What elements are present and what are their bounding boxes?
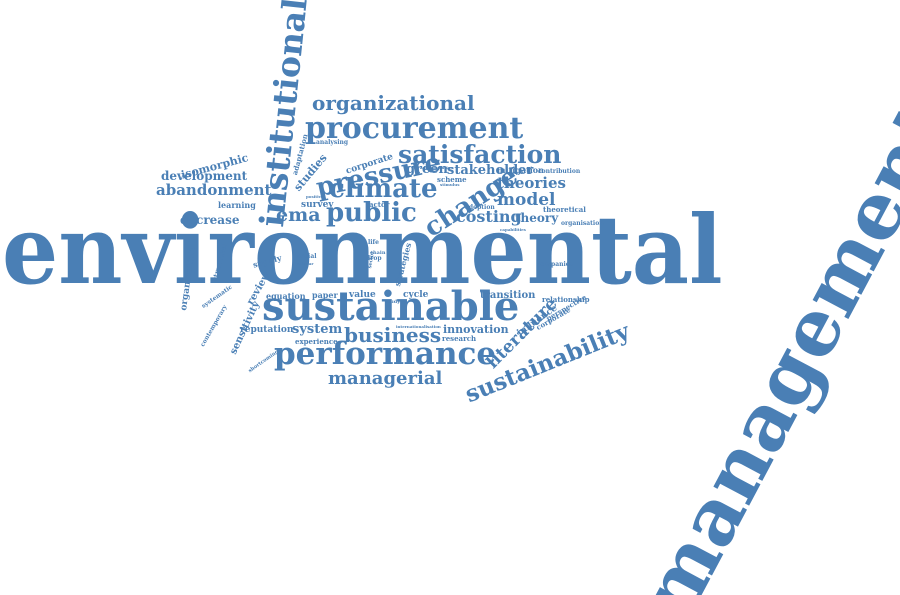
word-green: stakeholder — [447, 163, 534, 178]
word-internationalisation: internationalisation — [396, 324, 441, 329]
word-theory: green — [406, 162, 448, 177]
word-learning: learning — [218, 200, 256, 210]
word-system: system — [292, 322, 343, 337]
word-managerial: managerial — [328, 368, 443, 389]
word-isomorphic: decrease — [180, 213, 240, 227]
word-social: social — [297, 253, 317, 260]
word-research: research — [442, 334, 477, 343]
word-organizational: organizational — [312, 91, 475, 115]
word-abandonment: development — [161, 169, 248, 183]
word-public: public — [326, 198, 417, 228]
word-management: management — [621, 88, 900, 595]
word-capabilities: capabilities — [500, 227, 526, 232]
word-innovation: innovation — [443, 323, 509, 336]
word-chain: chain — [370, 250, 386, 256]
word-literature: theories — [497, 174, 566, 192]
word-organisation: organisation — [561, 220, 604, 227]
word-experience: experience — [295, 337, 338, 346]
word-business: business — [344, 323, 442, 347]
word-companies: companies — [537, 261, 573, 268]
word-paper: paper — [312, 290, 338, 300]
word-theories: model — [497, 190, 556, 210]
word-factor: factor — [366, 200, 390, 209]
word-contribution: contribution — [538, 168, 581, 175]
word-stimulus: stimulus — [440, 182, 460, 187]
word-environmental: environmental — [2, 195, 723, 306]
word-climate: climate — [329, 174, 438, 204]
word-scholar: scholar — [297, 261, 314, 266]
word-value: value — [349, 290, 376, 300]
word-costing: theory — [515, 211, 559, 225]
word-sustainable: sustainable — [262, 283, 520, 330]
word-contemporary: contemporary — [199, 303, 229, 348]
word-cycle: cycle — [403, 290, 429, 300]
word-model: costing — [456, 207, 522, 226]
word-performance: performance — [274, 336, 497, 372]
word-relationship: relationship — [542, 295, 590, 304]
word-study: study — [385, 299, 401, 305]
word-scheme: scheme — [437, 175, 467, 184]
word-survey: survey — [301, 200, 334, 210]
word-reputation: reputation — [240, 325, 294, 335]
word-adoption: adoption — [465, 204, 495, 211]
word-administration: administration — [420, 165, 454, 170]
word-satisfaction: satisfaction — [398, 140, 562, 169]
word-drop: drop — [366, 255, 382, 262]
word-stakeholder: abandonment — [156, 181, 272, 199]
word-theoretical: theoretical — [543, 205, 586, 214]
word-procurement: procurement — [305, 111, 524, 146]
word-transition: transition — [480, 290, 536, 301]
word-mitigation: mitigation — [497, 165, 544, 175]
word-life: life — [368, 239, 379, 246]
word-ema: ema — [276, 204, 321, 226]
word-equation: equation — [266, 291, 306, 301]
word-positive: positive — [306, 194, 324, 199]
word-analysing: analysing — [316, 139, 349, 146]
